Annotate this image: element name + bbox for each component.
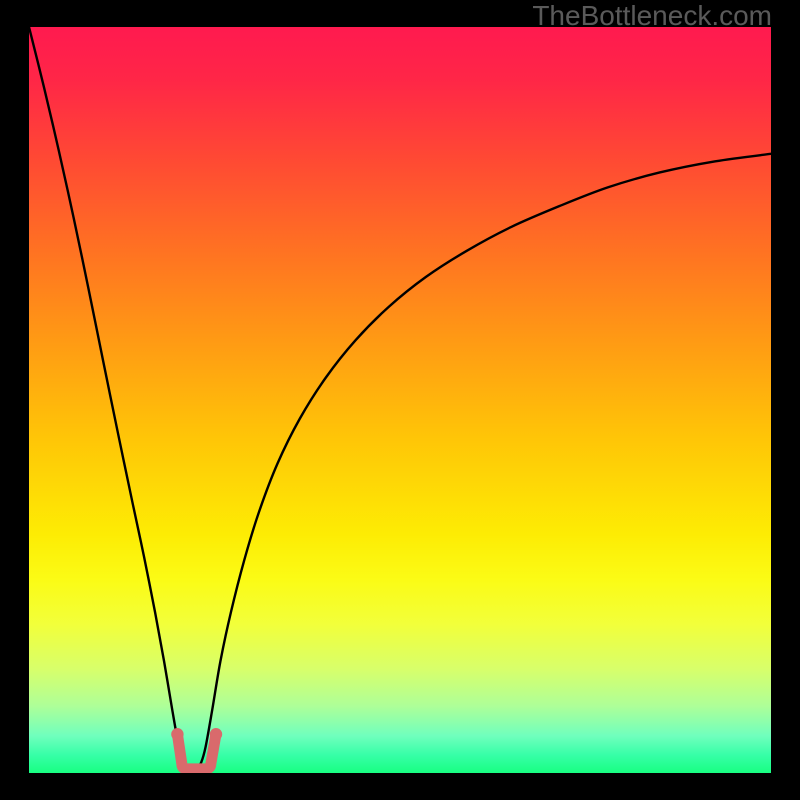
highlight-bracket — [177, 734, 216, 769]
bottleneck-curve — [29, 27, 771, 770]
chart-svg — [29, 27, 771, 773]
bracket-dot-right — [210, 728, 222, 740]
plot-area — [29, 27, 771, 773]
bracket-dot-left — [171, 728, 183, 740]
attribution-watermark: TheBottleneck.com — [532, 0, 772, 32]
